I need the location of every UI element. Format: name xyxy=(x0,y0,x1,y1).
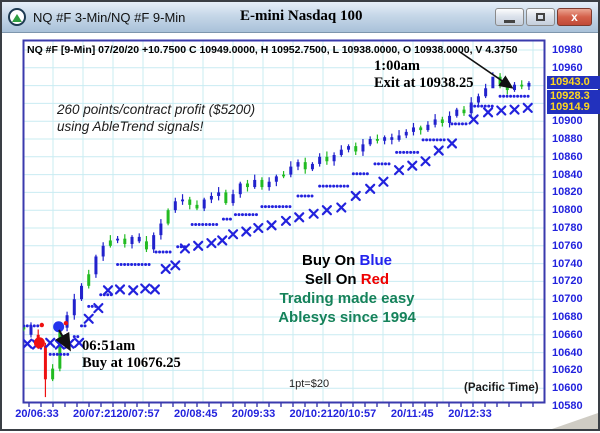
y-axis-label: 10880 xyxy=(552,133,583,145)
y-axis-label: 10620 xyxy=(552,364,583,377)
y-axis-label: 10660 xyxy=(552,328,583,341)
y-axis-label: 10840 xyxy=(552,168,583,181)
annotation-buy: 06:51am Buy at 10676.25 xyxy=(82,338,181,372)
resize-grip[interactable] xyxy=(552,413,598,429)
y-axis-label: 10800 xyxy=(552,204,583,217)
minimize-button[interactable] xyxy=(495,8,524,26)
y-axis-label: 10700 xyxy=(552,293,583,306)
y-axis-label: 10680 xyxy=(552,311,583,323)
x-axis-label: 20/07:21 xyxy=(73,408,117,420)
legend-sell-word: Red xyxy=(360,271,390,288)
annotation-profit: 260 points/contract profit ($5200) using… xyxy=(57,101,255,135)
y-axis-label: 10720 xyxy=(552,275,583,288)
x-axis-label: 20/12:33 xyxy=(448,408,492,420)
y-axis-label: 10980 xyxy=(552,44,583,56)
annotation-profit-line1: 260 points/contract profit ($5200) xyxy=(57,102,256,117)
y-axis-label: 10600 xyxy=(552,382,583,395)
legend-buy-prefix: Buy On xyxy=(301,252,360,269)
price-badge: 10914.9 xyxy=(547,101,600,115)
y-axis-label: 10760 xyxy=(552,239,583,252)
y-axis-label: 10960 xyxy=(552,61,583,74)
app-icon[interactable] xyxy=(8,8,26,26)
maximize-button[interactable] xyxy=(526,8,555,26)
annotation-buy-line2: Buy at 10676.25 xyxy=(82,355,181,371)
minimize-icon xyxy=(504,19,515,23)
price-badge: 10943.0 xyxy=(547,76,600,90)
y-axis-label: 10740 xyxy=(552,257,583,270)
window-title: NQ #F 3-Min/NQ #F 9-Min xyxy=(33,9,186,25)
annotation-profit-line2: using AbleTrend signals! xyxy=(57,119,204,134)
timezone-label: (Pacific Time) xyxy=(464,382,539,394)
close-button[interactable]: x xyxy=(557,8,592,26)
legend-sell-prefix: Sell On xyxy=(304,271,361,288)
x-axis-label: 20/09:33 xyxy=(231,408,276,420)
y-axis-label: 10640 xyxy=(552,346,583,359)
title-bar: NQ #F 3-Min/NQ #F 9-Min E-mini Nasdaq 10… xyxy=(2,2,598,33)
chart-header-text: NQ #F [9-Min] 07/20/20 +10.7500 C 10949.… xyxy=(27,44,518,56)
x-axis-label: 20/06:33 xyxy=(15,408,59,420)
point-value-label: 1pt=$20 xyxy=(289,378,330,390)
legend-buy-word: Blue xyxy=(359,252,393,269)
y-axis-label: 10780 xyxy=(552,222,583,234)
legend-sell-line: Sell On Red xyxy=(254,270,440,289)
x-axis-label: 20/10:57 xyxy=(332,408,377,420)
chart-legend: Buy On Blue Sell On Red Trading made eas… xyxy=(254,251,440,327)
x-axis-label: 20/10:21 xyxy=(289,408,333,420)
y-axis-label: 10820 xyxy=(552,186,583,199)
x-axis-label: 20/08:45 xyxy=(174,408,218,420)
window-subtitle: E-mini Nasdaq 100 xyxy=(240,8,363,24)
annotation-buy-line1: 06:51am xyxy=(82,338,136,354)
y-axis-label: 10580 xyxy=(552,400,583,412)
window-controls: x xyxy=(495,8,592,26)
x-axis-label: 20/07:57 xyxy=(116,408,160,420)
legend-tagline-2: Ablesys since 1994 xyxy=(278,309,416,326)
legend-buy-line: Buy On Blue xyxy=(254,251,440,270)
annotation-exit-line1: 1:00am xyxy=(374,58,420,74)
ablesys-logo-icon xyxy=(12,14,22,22)
x-axis-label: 20/11:45 xyxy=(390,408,434,420)
y-axis-label: 10860 xyxy=(552,150,583,163)
maximize-icon xyxy=(536,13,545,21)
legend-tagline-1: Trading made easy xyxy=(279,290,415,307)
y-axis-label: 10900 xyxy=(552,115,583,128)
annotation-exit-line2: Exit at 10938.25 xyxy=(374,75,474,91)
annotation-exit: 1:00am Exit at 10938.25 xyxy=(374,58,473,92)
price-badge: 10928.3 xyxy=(547,89,600,103)
